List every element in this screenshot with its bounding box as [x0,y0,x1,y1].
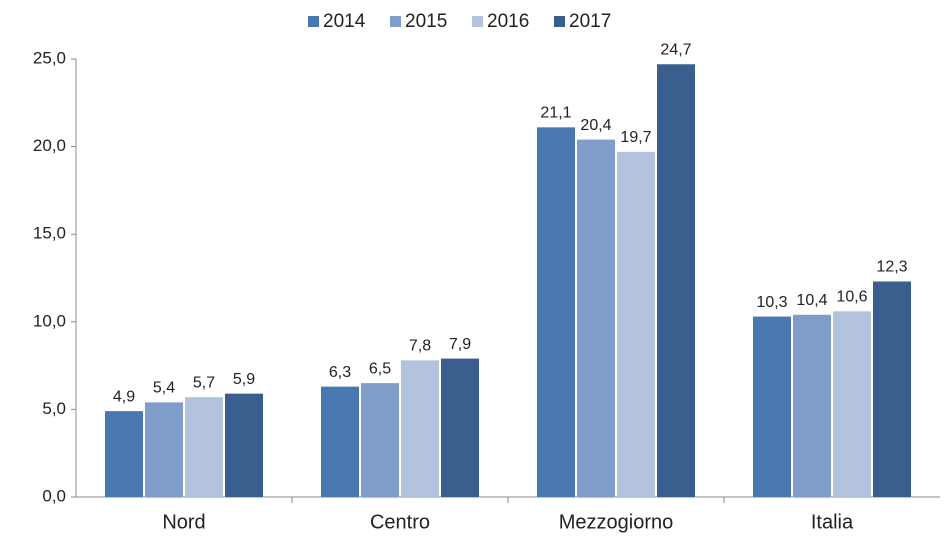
value-label: 5,9 [233,371,255,388]
y-tick-label: 10,0 [33,311,66,330]
x-tick-label: Italia [811,511,854,533]
value-label: 6,3 [329,364,351,381]
y-tick-label: 5,0 [42,399,66,418]
value-label: 10,6 [836,289,867,306]
value-label: 21,1 [540,105,571,122]
value-label: 6,5 [369,360,391,377]
value-label: 5,7 [193,374,215,391]
legend-label: 2016 [487,11,529,32]
legend-swatch [472,16,483,27]
bar [225,393,263,497]
value-label: 5,4 [153,380,175,397]
value-label: 7,8 [409,338,431,355]
y-tick-label: 25,0 [33,48,66,67]
legend-swatch [390,16,401,27]
legend-label: 2017 [569,11,611,32]
bar [321,386,359,497]
value-label: 10,3 [756,294,787,311]
value-label: 24,7 [660,41,691,58]
value-label: 12,3 [876,259,907,276]
y-tick-label: 15,0 [33,224,66,243]
bar [401,360,439,497]
bar [361,383,399,497]
bar [753,316,791,497]
bar [577,139,615,498]
x-tick-label: Mezzogiorno [559,511,674,533]
x-tick-label: Centro [370,511,430,533]
bar [657,64,695,498]
legend-swatch [308,16,319,27]
legend-swatch [554,16,565,27]
value-label: 4,9 [113,388,135,405]
bar [833,311,871,497]
bar [105,411,143,497]
bar [793,314,831,497]
legend-label: 2014 [323,11,366,32]
y-tick-label: 0,0 [42,486,66,505]
x-tick-label: Nord [162,511,205,533]
bar [145,402,183,497]
value-label: 20,4 [580,117,611,134]
legend-label: 2015 [405,11,447,32]
bar [185,397,223,497]
bar [441,358,479,497]
bar [873,281,911,497]
bar [617,151,655,497]
bar [537,127,575,497]
y-tick-label: 20,0 [33,136,66,155]
value-label: 19,7 [620,129,651,146]
value-label: 7,9 [449,336,471,353]
value-label: 10,4 [796,292,827,309]
